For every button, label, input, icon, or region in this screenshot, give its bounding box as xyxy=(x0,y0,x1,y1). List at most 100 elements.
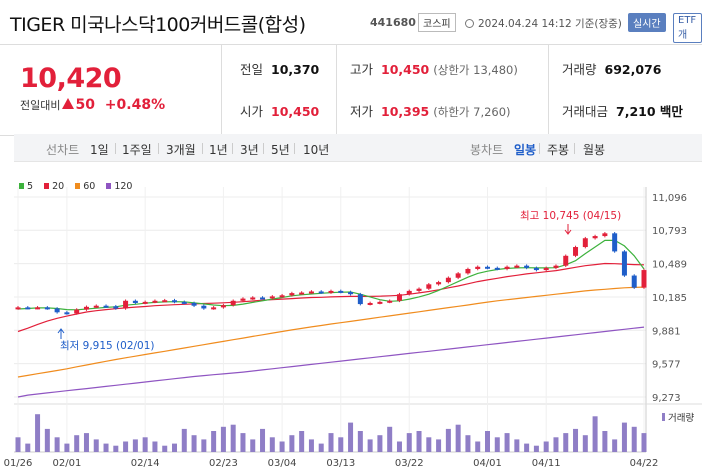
period-1y[interactable]: 1년 xyxy=(209,143,228,157)
open: 시가 10,450 xyxy=(240,101,319,120)
candle-body xyxy=(426,284,432,289)
realtime-button[interactable]: 실시간 xyxy=(628,13,666,32)
line-chart-label: 선차트 xyxy=(46,143,80,157)
volume-bar xyxy=(328,433,334,452)
volume-bar xyxy=(191,435,197,452)
candle-body xyxy=(260,297,266,300)
ma20-line xyxy=(17,262,645,333)
volume-bar xyxy=(612,439,618,452)
volume-bar xyxy=(269,437,275,452)
candle-body xyxy=(563,255,569,266)
volume-bar xyxy=(25,443,31,452)
volume-bar xyxy=(279,441,285,452)
candle-monthly[interactable]: 월봉 xyxy=(583,143,606,157)
candle-weekly[interactable]: 주봉 xyxy=(547,143,570,157)
x-tick-label: 03/22 xyxy=(395,458,424,469)
volume-bar xyxy=(152,441,158,452)
volume-bar xyxy=(162,445,168,452)
low-arrow-icon xyxy=(57,328,65,339)
candle-body xyxy=(64,312,70,315)
volume-bar xyxy=(348,422,354,452)
period-1d[interactable]: 1일 xyxy=(90,143,109,157)
volume-bar xyxy=(308,439,314,452)
candle-body xyxy=(211,307,217,310)
volume-bar xyxy=(220,426,226,452)
change-row: 전일대비 50 +0.48% xyxy=(20,97,165,113)
candle-body xyxy=(621,251,627,276)
x-tick-label: 02/14 xyxy=(131,458,160,469)
change-value: 50 xyxy=(75,97,95,113)
candle-daily[interactable]: 일봉 xyxy=(514,143,537,157)
volume-bar xyxy=(553,437,559,452)
volume-bar xyxy=(113,445,119,452)
candle-chart-label: 봉차트 xyxy=(470,143,504,157)
low: 저가 10,395 (하한가 7,260) xyxy=(350,101,511,120)
volume-bar xyxy=(582,435,588,452)
x-tick-label: 04/22 xyxy=(630,458,659,469)
volume-bar xyxy=(436,439,442,452)
period-5y[interactable]: 5년 xyxy=(271,143,290,157)
volume-bar xyxy=(426,437,432,452)
candle-body xyxy=(553,265,559,268)
volume-bar xyxy=(387,426,393,452)
legend-ma120: 120 xyxy=(106,181,132,192)
candle-body xyxy=(533,267,539,271)
separator xyxy=(232,143,233,154)
period-bar: 선차트 1일 1주일 3개월 1년 3년 5년 10년 봉차트 일봉 주봉 월봉 xyxy=(14,134,702,162)
candle-body xyxy=(465,268,471,274)
candle-body xyxy=(93,305,99,308)
candle-body xyxy=(123,300,129,309)
high-label: 고가 xyxy=(350,62,374,77)
candle-body xyxy=(318,291,324,294)
candle-body xyxy=(377,301,383,304)
period-10y[interactable]: 10년 xyxy=(303,143,330,157)
period-1w[interactable]: 1주일 xyxy=(122,143,152,157)
candle-body xyxy=(524,265,530,268)
ma5-line xyxy=(17,239,645,311)
volume-bar xyxy=(54,437,60,452)
lower-limit: (하한가 7,260) xyxy=(433,105,511,119)
candle-body xyxy=(612,233,618,252)
candle-body xyxy=(54,308,60,313)
legend-ma5: 5 xyxy=(19,181,33,192)
current-price: 10,420 xyxy=(20,63,122,94)
y-tick-label: 10,489 xyxy=(652,260,687,271)
period-3m[interactable]: 3개월 xyxy=(166,143,196,157)
y-tick-label: 10,793 xyxy=(652,226,687,237)
y-tick-label: 9,881 xyxy=(652,326,681,337)
candle-body xyxy=(113,306,119,309)
candle-body xyxy=(582,238,588,248)
candle-body xyxy=(132,300,138,303)
candle-body xyxy=(35,307,41,310)
candle-body xyxy=(406,290,412,295)
high-arrow-icon xyxy=(564,224,572,235)
candle-body xyxy=(367,302,373,305)
candle-body xyxy=(592,236,598,239)
volume-bar xyxy=(367,439,373,452)
x-tick-label: 04/01 xyxy=(473,458,502,469)
candle-body xyxy=(328,290,334,293)
volume-bar xyxy=(641,433,647,452)
volume-bar xyxy=(172,443,177,452)
period-3y[interactable]: 3년 xyxy=(240,143,259,157)
low-value: 10,395 xyxy=(381,104,430,119)
candle-body xyxy=(142,301,148,304)
market-badge: 코스피 xyxy=(418,13,456,32)
separator xyxy=(263,143,264,154)
up-triangle-icon xyxy=(62,98,75,109)
low-annotation: 최저 9,915 (02/01) xyxy=(60,340,155,352)
x-tick-label: 02/23 xyxy=(209,458,238,469)
volume-bar xyxy=(485,431,490,452)
timestamp-text: 2024.04.24 14:12 기준(장중) xyxy=(478,18,622,30)
amount-label: 거래대금 xyxy=(562,104,609,119)
change-label: 전일대비 xyxy=(20,99,61,112)
candle-body xyxy=(181,301,187,304)
high-value: 10,450 xyxy=(381,62,430,77)
volume-bar xyxy=(250,439,256,452)
volume-bar xyxy=(211,431,217,452)
stock-code: 441680 xyxy=(370,16,416,29)
volume-bar xyxy=(142,437,148,452)
volume-bar xyxy=(573,428,579,452)
high: 고가 10,450 (상한가 13,480) xyxy=(350,59,518,78)
